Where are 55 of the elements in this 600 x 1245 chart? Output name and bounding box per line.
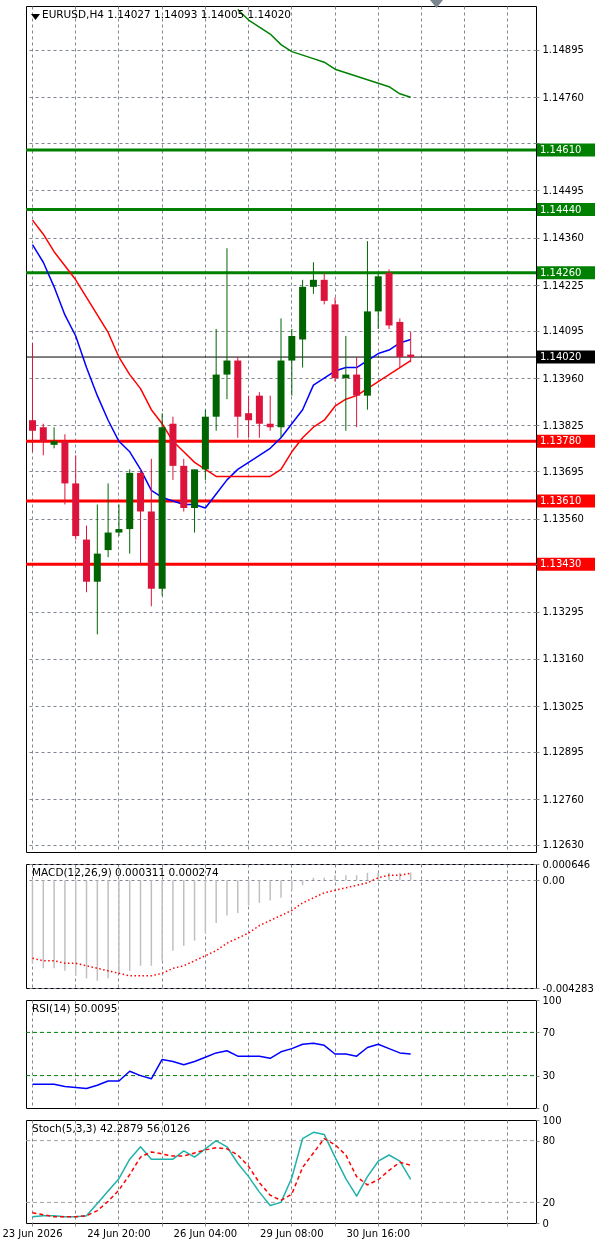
y-tick-label: 80 bbox=[542, 1135, 556, 1147]
candlestick bbox=[245, 395, 253, 439]
ref-line-label: 1.14260 bbox=[540, 266, 582, 278]
y-tick-label: 1.12895 bbox=[542, 746, 584, 758]
y-tick-label: 0 bbox=[542, 1217, 549, 1229]
y-tick-label: 1.13960 bbox=[542, 372, 584, 384]
y-tick-label: 1.14225 bbox=[542, 279, 584, 291]
candlestick bbox=[28, 342, 36, 453]
y-tick-label: 1.14760 bbox=[542, 91, 584, 103]
line-series bbox=[31, 1042, 412, 1090]
x-tick-label: 30 Jun 16:00 bbox=[346, 1227, 411, 1239]
y-tick-label: 100 bbox=[542, 994, 562, 1006]
ref-line-label: 1.14610 bbox=[540, 143, 582, 155]
candlestick bbox=[104, 482, 112, 558]
line-series bbox=[31, 243, 412, 509]
candlestick bbox=[50, 426, 58, 449]
y-tick-label: 30 bbox=[542, 1070, 556, 1082]
chart-title: EURUSD,H4 1.14027 1.14093 1.14005 1.14020 bbox=[42, 8, 291, 20]
y-tick-label: 1.12760 bbox=[542, 793, 584, 805]
ref-line-label: 1.14440 bbox=[540, 203, 582, 215]
y-tick-label: 1.14360 bbox=[542, 232, 584, 244]
chart-title: Stoch(5,3,3) 42.2879 56.0126 bbox=[32, 1122, 191, 1134]
y-tick-label: 1.12630 bbox=[542, 839, 584, 851]
x-tick-label: 29 Jun 08:00 bbox=[260, 1227, 324, 1239]
y-tick-label: 20 bbox=[542, 1196, 556, 1208]
y-tick-label: 1.14495 bbox=[542, 184, 584, 196]
y-tick-label: 1.14095 bbox=[542, 325, 584, 337]
y-tick-label: 1.13295 bbox=[542, 606, 584, 618]
candlestick bbox=[39, 423, 47, 456]
y-tick-label: 1.13695 bbox=[542, 465, 584, 477]
candlestick bbox=[223, 247, 231, 400]
x-tick-label: 26 Jun 04:00 bbox=[173, 1227, 238, 1239]
ref-line-label: 1.13610 bbox=[540, 494, 582, 506]
y-tick-label: 0 bbox=[542, 1102, 549, 1114]
candlestick bbox=[353, 356, 361, 428]
y-tick-label: 1.13160 bbox=[542, 653, 584, 665]
y-tick-label: -0.004283 bbox=[542, 982, 594, 994]
ref-line-label: 1.13780 bbox=[540, 435, 582, 447]
y-tick-label: 1.13025 bbox=[542, 700, 584, 712]
y-tick-label: 1.14895 bbox=[542, 44, 584, 56]
candlestick bbox=[115, 503, 123, 537]
y-tick-label: 70 bbox=[542, 1026, 556, 1038]
y-tick-label: 0.000646 bbox=[542, 858, 591, 870]
candlestick bbox=[320, 272, 328, 305]
x-tick-label: 23 Jun 2026 bbox=[2, 1227, 63, 1239]
chart-title: RSI(14) 50.0095 bbox=[32, 1002, 118, 1014]
candlestick bbox=[309, 261, 317, 295]
y-tick-label: 1.13560 bbox=[542, 513, 584, 525]
y-tick-label: 1.13825 bbox=[542, 419, 584, 431]
chart-title: MACD(12,26,9) 0.000311 0.000274 bbox=[32, 866, 219, 878]
x-tick-label: 24 Jun 20:00 bbox=[87, 1227, 151, 1239]
y-tick-label: 0.00 bbox=[542, 874, 565, 886]
ref-line-label: 1.13430 bbox=[540, 558, 582, 570]
y-tick-label: 100 bbox=[542, 1114, 562, 1126]
ref-line-label: 1.14020 bbox=[540, 351, 582, 363]
